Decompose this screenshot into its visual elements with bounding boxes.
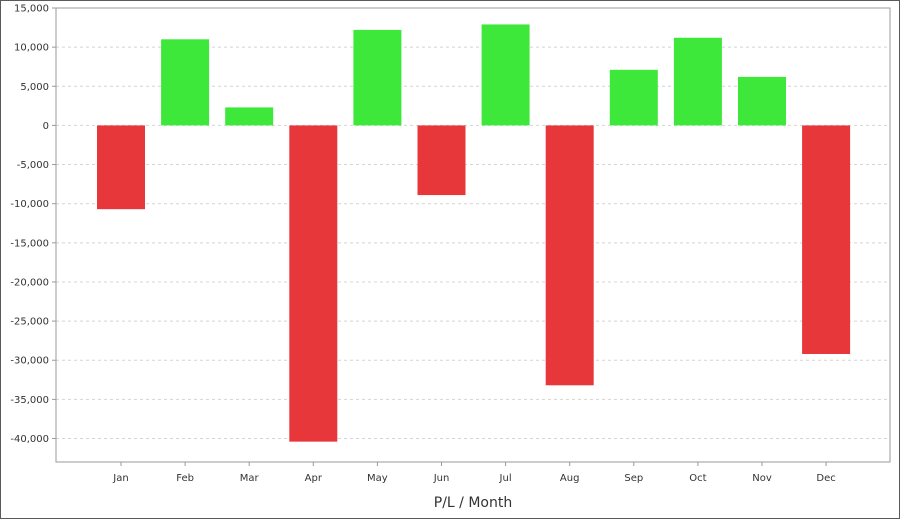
x-axis-ticks: Jan Feb Mar Apr May Jun Jul Aug Sep Oct Nov Dec (112, 462, 836, 484)
bar-may (353, 29, 402, 126)
y-tick-label: -40,000 (10, 434, 49, 445)
y-tick-label: 0 (43, 121, 49, 132)
y-tick-label: 15,000 (14, 4, 49, 15)
bar-jan (97, 125, 145, 210)
gridlines (56, 7, 890, 440)
x-tick-label: Mar (240, 473, 260, 484)
bar-jun (417, 125, 466, 196)
x-tick-label: May (367, 473, 388, 484)
x-tick-label: Jun (433, 473, 450, 484)
bar-dec (802, 125, 851, 354)
plot-area-border (55, 7, 891, 463)
y-tick-label: 5,000 (20, 82, 49, 93)
y-tick-label: -10,000 (10, 199, 49, 210)
bar-mar (225, 107, 274, 126)
bar-feb (161, 39, 210, 126)
y-tick-label: -30,000 (10, 356, 49, 367)
y-tick-label: -20,000 (10, 277, 49, 288)
y-tick-label: -15,000 (10, 238, 49, 249)
bar-sep (609, 69, 658, 126)
x-tick-label: Dec (816, 473, 835, 484)
y-axis-ticks: 15,000 10,000 5,000 0 -5,000 -10,000 -15,000 -2… (10, 4, 56, 445)
bar-aug (545, 125, 594, 386)
bar-jul (481, 24, 530, 126)
y-tick-label: -5,000 (17, 160, 49, 171)
x-axis-title: P/L / Month (434, 495, 512, 511)
x-tick-label: Aug (560, 473, 580, 484)
bar-apr (289, 125, 338, 442)
x-tick-label: Nov (752, 473, 772, 484)
x-tick-label: Sep (624, 473, 643, 484)
x-tick-label: Jan (112, 473, 128, 484)
x-tick-label: Oct (689, 473, 706, 484)
x-tick-label: Jul (499, 473, 512, 484)
y-tick-label: -35,000 (10, 395, 49, 406)
bar-nov (738, 76, 786, 126)
bar-oct (673, 37, 722, 126)
bars (97, 24, 851, 442)
y-tick-label: -25,000 (10, 317, 49, 328)
y-tick-label: 10,000 (14, 43, 49, 54)
x-tick-label: Feb (176, 473, 194, 484)
x-tick-label: Apr (305, 473, 323, 484)
